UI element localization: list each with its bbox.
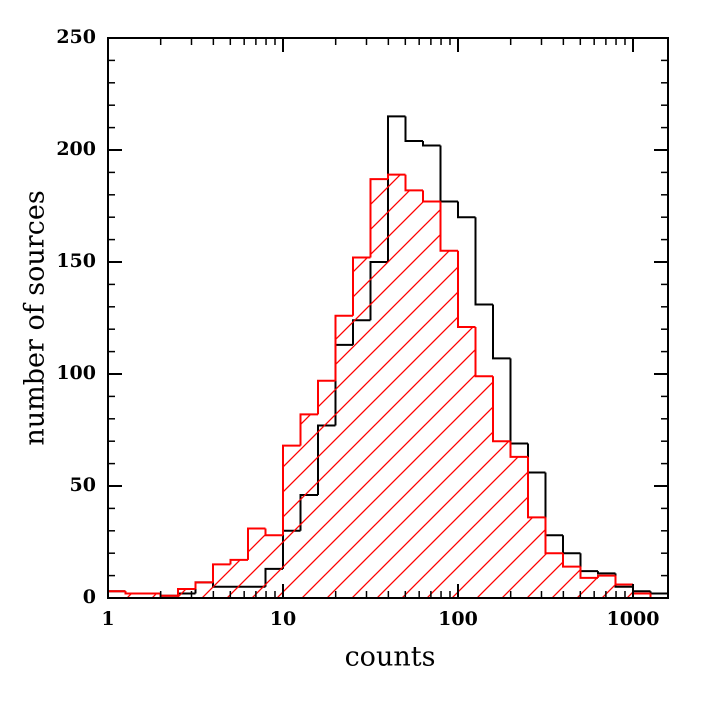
bin-step: [334, 314, 354, 381]
bin-step: [299, 413, 319, 446]
bin-step: [229, 558, 249, 565]
bin-step: [159, 593, 179, 597]
bin-step: [124, 591, 144, 595]
bin-step: [579, 566, 599, 579]
hatch-fill: [230, 559, 249, 598]
hatch-fill: [527, 517, 546, 598]
bin-step: [527, 456, 546, 519]
hatch-fill: [387, 174, 406, 598]
hatch-fill: [457, 326, 476, 598]
y-tick-label: 250: [56, 26, 96, 48]
hatch-fill: [370, 179, 388, 598]
bin-step: [631, 586, 651, 593]
bin-step: [386, 173, 406, 180]
bin-step: [456, 250, 476, 328]
y-tick-label: 200: [56, 138, 96, 160]
bin-step: [474, 217, 494, 306]
bin-step: [404, 174, 424, 192]
hatch-fill: [300, 414, 319, 598]
hatch-fill: [318, 380, 336, 598]
hatch-fill: [160, 595, 179, 598]
bin-step: [281, 444, 301, 536]
hatch-fill: [248, 528, 266, 598]
bin-step: [369, 178, 388, 258]
bin-step: [456, 201, 476, 219]
bin-step: [474, 326, 494, 378]
bin-step: [527, 443, 546, 474]
y-axis-label: number of sources: [20, 190, 51, 445]
hatch-fill: [143, 593, 161, 598]
bin-step: [509, 358, 528, 445]
bin-step: [264, 528, 283, 537]
hatch-fill: [423, 201, 441, 598]
y-tick-label: 100: [56, 362, 96, 384]
bin-step: [492, 304, 511, 360]
bin-step: [194, 581, 213, 590]
bin-step: [544, 472, 563, 537]
x-tick-label: 1000: [607, 608, 660, 630]
bin-step: [247, 527, 266, 560]
bin-step: [317, 379, 336, 415]
hatch-fill: [108, 591, 126, 598]
hatch-fill: [353, 257, 371, 598]
bin-step: [177, 588, 196, 596]
bin-step: [544, 517, 563, 555]
x-axis-label: counts: [345, 642, 436, 673]
hatch-fill: [545, 553, 563, 598]
hatch-fill: [440, 250, 458, 599]
bin-step: [422, 141, 441, 147]
hatch-fill: [475, 376, 494, 598]
y-tick-label: 150: [56, 250, 96, 272]
hatch-fill: [562, 566, 581, 598]
hatch-fill: [195, 582, 213, 598]
bin-step: [439, 201, 458, 252]
hatch-fill: [178, 589, 196, 598]
x-tick-label: 100: [438, 608, 478, 630]
bin-step: [492, 376, 511, 443]
bin-step: [509, 441, 528, 458]
bin-step: [439, 145, 458, 203]
hatch-fill: [580, 577, 599, 598]
y-tick-label: 0: [83, 586, 96, 608]
bin-step: [561, 535, 581, 555]
bin-step: [561, 553, 581, 568]
bin-step: [649, 591, 669, 598]
bin-step: [404, 116, 424, 143]
bin-step: [579, 553, 599, 573]
hatch-fill: [125, 593, 144, 598]
hatch-fill: [405, 190, 424, 598]
x-tick-label: 10: [270, 608, 296, 630]
hatch-fill: [335, 315, 354, 598]
hatch-fill: [598, 575, 616, 598]
x-tick-label: 1: [101, 608, 114, 630]
hatch-fill: [632, 593, 651, 598]
bin-step: [614, 575, 633, 586]
bin-step: [597, 571, 616, 575]
bin-step: [597, 574, 616, 578]
hatch-fill: [493, 441, 511, 598]
bin-step: [352, 256, 371, 316]
hatch-fill: [510, 456, 528, 598]
bin-step: [211, 563, 231, 583]
hatch-fill: [282, 445, 301, 598]
y-tick-label: 50: [70, 474, 96, 496]
hatch-fill: [212, 564, 231, 598]
hatch-fill: [265, 535, 283, 598]
bin-step: [422, 190, 441, 203]
